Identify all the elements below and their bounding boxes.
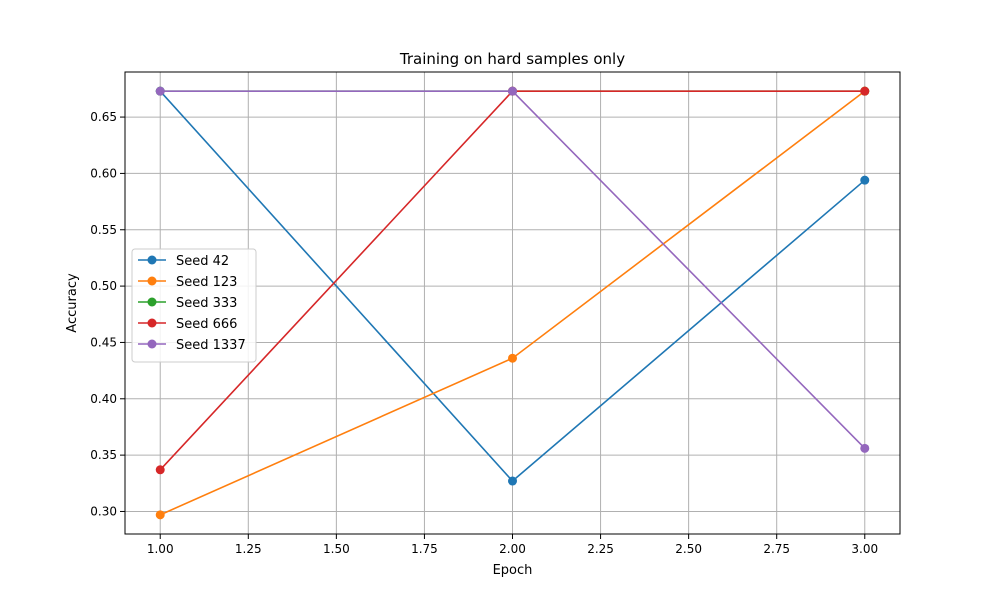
x-tick-label: 1.50 bbox=[323, 542, 350, 556]
data-point-seed-123 bbox=[508, 353, 517, 363]
legend-marker bbox=[147, 255, 157, 265]
data-point-seed-1337 bbox=[508, 86, 517, 96]
legend-item: Seed 42 bbox=[138, 254, 229, 269]
data-point-seed-123 bbox=[155, 510, 165, 520]
legend-box bbox=[131, 248, 257, 363]
y-axis-label: Accuracy bbox=[65, 273, 80, 333]
x-tick-label: 2.75 bbox=[763, 542, 790, 556]
data-point-seed-42 bbox=[860, 175, 870, 185]
y-tick-label: 0.40 bbox=[90, 392, 117, 406]
series-seed-1337 bbox=[155, 86, 870, 453]
series-layer bbox=[155, 86, 870, 520]
x-tick-label: 2.25 bbox=[587, 542, 614, 556]
axis-ticks: 1.00 1.25 1.50 1.75 2.00 2.25 2.50 2.75 3.00 0.30… bbox=[90, 110, 878, 556]
legend-item: Seed 1337 bbox=[138, 338, 246, 353]
legend-item: Seed 123 bbox=[138, 275, 237, 290]
x-tick-label: 1.75 bbox=[411, 542, 438, 556]
legend-item: Seed 666 bbox=[138, 317, 237, 332]
legend-label: Seed 666 bbox=[176, 317, 237, 332]
data-point-seed-666 bbox=[860, 86, 870, 96]
y-tick-label: 0.45 bbox=[90, 335, 117, 349]
legend-label: Seed 42 bbox=[176, 254, 229, 269]
y-tick-label: 0.65 bbox=[90, 110, 117, 124]
legend-item: Seed 333 bbox=[138, 296, 237, 311]
data-point-seed-666 bbox=[155, 465, 165, 475]
x-tick-label: 1.00 bbox=[147, 542, 174, 556]
grid bbox=[125, 72, 900, 534]
legend-label: Seed 123 bbox=[176, 275, 237, 290]
legend-marker bbox=[147, 276, 157, 286]
legend-marker bbox=[147, 297, 157, 307]
legend-marker bbox=[147, 339, 157, 349]
x-tick-label: 2.00 bbox=[499, 542, 526, 556]
chart-title: Training on hard samples only bbox=[399, 50, 625, 68]
legend: Seed 42 Seed 123 Seed 333 Seed 666 Seed 1337 bbox=[131, 248, 257, 363]
data-point-seed-1337 bbox=[155, 86, 165, 96]
x-tick-label: 1.25 bbox=[235, 542, 262, 556]
data-point-seed-1337 bbox=[860, 443, 870, 453]
legend-label: Seed 333 bbox=[176, 296, 237, 311]
y-tick-label: 0.60 bbox=[90, 166, 117, 180]
data-point-seed-42 bbox=[508, 476, 517, 486]
x-tick-label: 2.50 bbox=[675, 542, 702, 556]
x-axis-label: Epoch bbox=[493, 563, 533, 578]
y-tick-label: 0.30 bbox=[90, 504, 117, 518]
y-tick-label: 0.35 bbox=[90, 448, 117, 462]
y-tick-label: 0.50 bbox=[90, 279, 117, 293]
y-tick-label: 0.55 bbox=[90, 223, 117, 237]
x-tick-label: 3.00 bbox=[851, 542, 878, 556]
legend-marker bbox=[147, 318, 157, 328]
legend-label: Seed 1337 bbox=[176, 338, 246, 353]
